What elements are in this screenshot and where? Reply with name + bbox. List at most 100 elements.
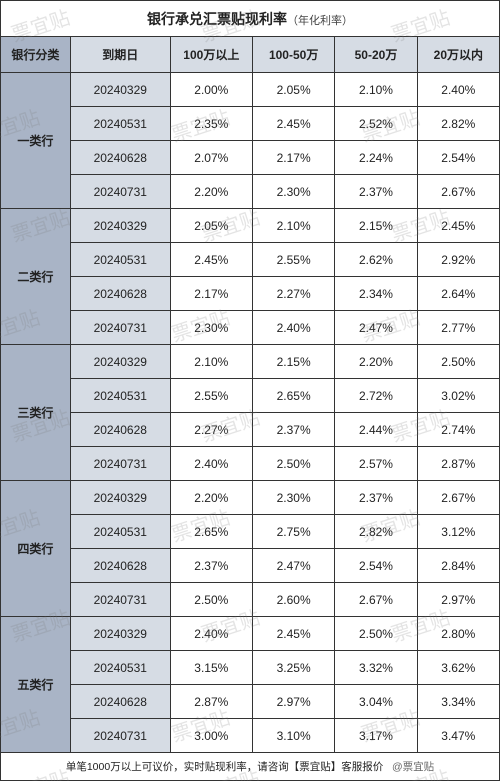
value-cell: 2.65% bbox=[252, 379, 334, 413]
date-cell: 20240329 bbox=[70, 617, 170, 651]
value-cell: 2.80% bbox=[417, 617, 499, 651]
value-cell: 3.00% bbox=[170, 719, 252, 753]
date-cell: 20240329 bbox=[70, 481, 170, 515]
value-cell: 3.02% bbox=[417, 379, 499, 413]
value-cell: 2.17% bbox=[252, 141, 334, 175]
table-row: 五类行202403292.40%2.45%2.50%2.80% bbox=[1, 617, 500, 651]
date-cell: 20240731 bbox=[70, 719, 170, 753]
value-cell: 3.04% bbox=[335, 685, 417, 719]
value-cell: 2.65% bbox=[170, 515, 252, 549]
footer-cell: 单笔1000万以上可议价，实时贴现利率，请咨询【票宜贴】客服报价 @票宜贴 bbox=[1, 753, 500, 781]
value-cell: 2.34% bbox=[335, 277, 417, 311]
table-row: 202407312.20%2.30%2.37%2.67% bbox=[1, 175, 500, 209]
table-row: 四类行202403292.20%2.30%2.37%2.67% bbox=[1, 481, 500, 515]
value-cell: 2.10% bbox=[335, 73, 417, 107]
value-cell: 2.54% bbox=[335, 549, 417, 583]
value-cell: 2.20% bbox=[170, 175, 252, 209]
col-tier4: 20万以内 bbox=[417, 37, 499, 73]
value-cell: 2.47% bbox=[252, 549, 334, 583]
title-sub: （年化利率） bbox=[287, 15, 353, 27]
date-cell: 20240628 bbox=[70, 413, 170, 447]
category-cell: 四类行 bbox=[1, 481, 71, 617]
value-cell: 2.67% bbox=[417, 481, 499, 515]
date-cell: 20240731 bbox=[70, 447, 170, 481]
value-cell: 3.62% bbox=[417, 651, 499, 685]
value-cell: 2.15% bbox=[252, 345, 334, 379]
value-cell: 2.57% bbox=[335, 447, 417, 481]
table-row: 202406282.87%2.97%3.04%3.34% bbox=[1, 685, 500, 719]
table-row: 202405312.65%2.75%2.82%3.12% bbox=[1, 515, 500, 549]
value-cell: 3.15% bbox=[170, 651, 252, 685]
value-cell: 2.00% bbox=[170, 73, 252, 107]
value-cell: 2.97% bbox=[417, 583, 499, 617]
value-cell: 2.45% bbox=[170, 243, 252, 277]
value-cell: 2.37% bbox=[252, 413, 334, 447]
value-cell: 2.45% bbox=[252, 617, 334, 651]
value-cell: 2.30% bbox=[252, 481, 334, 515]
value-cell: 2.07% bbox=[170, 141, 252, 175]
value-cell: 2.52% bbox=[335, 107, 417, 141]
value-cell: 2.87% bbox=[170, 685, 252, 719]
value-cell: 2.30% bbox=[170, 311, 252, 345]
value-cell: 2.40% bbox=[170, 447, 252, 481]
date-cell: 20240628 bbox=[70, 277, 170, 311]
date-cell: 20240628 bbox=[70, 141, 170, 175]
value-cell: 2.17% bbox=[170, 277, 252, 311]
value-cell: 2.30% bbox=[252, 175, 334, 209]
value-cell: 2.47% bbox=[335, 311, 417, 345]
table-row: 三类行202403292.10%2.15%2.20%2.50% bbox=[1, 345, 500, 379]
table-row: 二类行202403292.05%2.10%2.15%2.45% bbox=[1, 209, 500, 243]
value-cell: 2.82% bbox=[417, 107, 499, 141]
value-cell: 2.77% bbox=[417, 311, 499, 345]
value-cell: 3.12% bbox=[417, 515, 499, 549]
table-body: 一类行202403292.00%2.05%2.10%2.40%202405312… bbox=[1, 73, 500, 753]
value-cell: 2.45% bbox=[252, 107, 334, 141]
value-cell: 2.50% bbox=[417, 345, 499, 379]
col-tier2: 100-50万 bbox=[252, 37, 334, 73]
value-cell: 2.55% bbox=[252, 243, 334, 277]
value-cell: 2.84% bbox=[417, 549, 499, 583]
rate-table-container: 银行承兑汇票贴现利率（年化利率） 银行分类 到期日 100万以上 100-50万… bbox=[0, 0, 500, 781]
category-cell: 五类行 bbox=[1, 617, 71, 753]
value-cell: 2.67% bbox=[335, 583, 417, 617]
value-cell: 2.05% bbox=[170, 209, 252, 243]
table-row: 202407312.30%2.40%2.47%2.77% bbox=[1, 311, 500, 345]
value-cell: 2.10% bbox=[252, 209, 334, 243]
value-cell: 2.50% bbox=[252, 447, 334, 481]
date-cell: 20240731 bbox=[70, 311, 170, 345]
footer-row: 单笔1000万以上可议价，实时贴现利率，请咨询【票宜贴】客服报价 @票宜贴 bbox=[1, 753, 500, 781]
value-cell: 2.60% bbox=[252, 583, 334, 617]
value-cell: 2.55% bbox=[170, 379, 252, 413]
value-cell: 3.17% bbox=[335, 719, 417, 753]
value-cell: 3.34% bbox=[417, 685, 499, 719]
table-row: 202405312.55%2.65%2.72%3.02% bbox=[1, 379, 500, 413]
col-category: 银行分类 bbox=[1, 37, 71, 73]
value-cell: 2.97% bbox=[252, 685, 334, 719]
value-cell: 2.64% bbox=[417, 277, 499, 311]
date-cell: 20240628 bbox=[70, 685, 170, 719]
date-cell: 20240531 bbox=[70, 243, 170, 277]
value-cell: 2.87% bbox=[417, 447, 499, 481]
footer-text: 单笔1000万以上可议价，实时贴现利率，请咨询【票宜贴】客服报价 bbox=[66, 761, 383, 773]
value-cell: 2.75% bbox=[252, 515, 334, 549]
table-row: 202405313.15%3.25%3.32%3.62% bbox=[1, 651, 500, 685]
value-cell: 2.20% bbox=[335, 345, 417, 379]
rate-table: 银行承兑汇票贴现利率（年化利率） 银行分类 到期日 100万以上 100-50万… bbox=[0, 0, 500, 781]
date-cell: 20240531 bbox=[70, 379, 170, 413]
value-cell: 2.27% bbox=[252, 277, 334, 311]
value-cell: 2.50% bbox=[335, 617, 417, 651]
value-cell: 2.15% bbox=[335, 209, 417, 243]
date-cell: 20240531 bbox=[70, 515, 170, 549]
table-title: 银行承兑汇票贴现利率（年化利率） bbox=[1, 1, 500, 37]
value-cell: 3.32% bbox=[335, 651, 417, 685]
category-cell: 三类行 bbox=[1, 345, 71, 481]
value-cell: 2.67% bbox=[417, 175, 499, 209]
value-cell: 2.72% bbox=[335, 379, 417, 413]
category-cell: 一类行 bbox=[1, 73, 71, 209]
value-cell: 2.54% bbox=[417, 141, 499, 175]
col-tier3: 50-20万 bbox=[335, 37, 417, 73]
value-cell: 2.20% bbox=[170, 481, 252, 515]
date-cell: 20240628 bbox=[70, 549, 170, 583]
table-row: 202406282.37%2.47%2.54%2.84% bbox=[1, 549, 500, 583]
value-cell: 2.40% bbox=[252, 311, 334, 345]
